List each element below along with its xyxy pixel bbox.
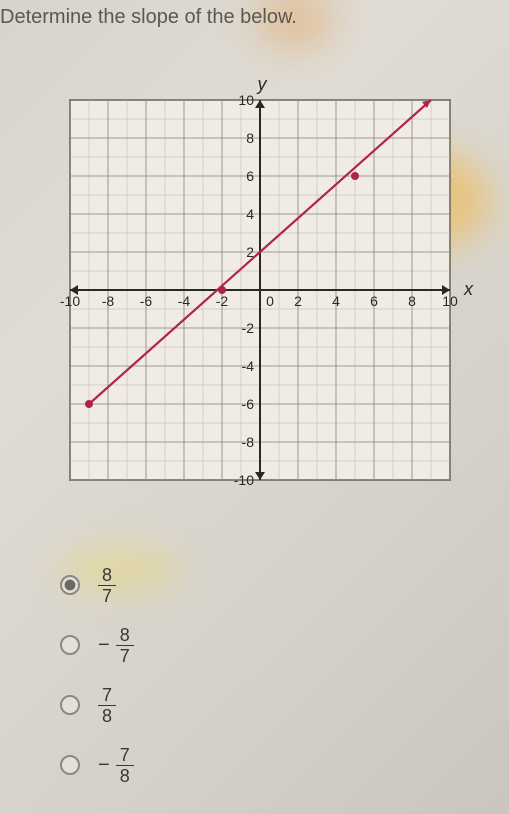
svg-text:-4: -4 [242,358,255,374]
svg-text:-6: -6 [242,396,255,412]
svg-text:-2: -2 [216,293,229,309]
answer-option-1[interactable]: −87 [60,615,260,675]
answer-radio-2[interactable] [60,695,80,715]
svg-text:x: x [463,279,474,299]
answer-option-0[interactable]: 87 [60,555,260,615]
answer-fraction-0: 87 [98,566,116,605]
answer-option-2[interactable]: 78 [60,675,260,735]
svg-text:2: 2 [294,293,302,309]
svg-text:-2: -2 [242,320,255,336]
answer-fraction-3: −78 [98,746,134,785]
answer-fraction-1: −87 [98,626,134,665]
svg-text:10: 10 [442,293,458,309]
svg-text:-8: -8 [102,293,115,309]
answer-radio-1[interactable] [60,635,80,655]
svg-text:6: 6 [246,168,254,184]
svg-text:6: 6 [370,293,378,309]
answer-radio-0[interactable] [60,575,80,595]
answer-option-3[interactable]: −78 [60,735,260,795]
svg-text:-10: -10 [234,472,254,488]
slope-chart: yx-10-8-6-4-20246810246810-2-4-6-8-10 [40,70,480,510]
svg-text:4: 4 [332,293,340,309]
chart-svg: yx-10-8-6-4-20246810246810-2-4-6-8-10 [40,70,480,510]
svg-text:8: 8 [246,130,254,146]
svg-text:-8: -8 [242,434,255,450]
svg-text:4: 4 [246,206,254,222]
svg-text:0: 0 [266,293,274,309]
svg-text:8: 8 [408,293,416,309]
svg-text:y: y [256,74,268,94]
svg-text:10: 10 [238,92,254,108]
svg-text:-10: -10 [60,293,80,309]
question-text: Determine the slope of the below. [0,6,297,29]
svg-text:-4: -4 [178,293,191,309]
answer-list: 87 −87 78 −78 [60,555,260,795]
answer-radio-3[interactable] [60,755,80,775]
svg-text:-6: -6 [140,293,153,309]
answer-fraction-2: 78 [98,686,116,725]
